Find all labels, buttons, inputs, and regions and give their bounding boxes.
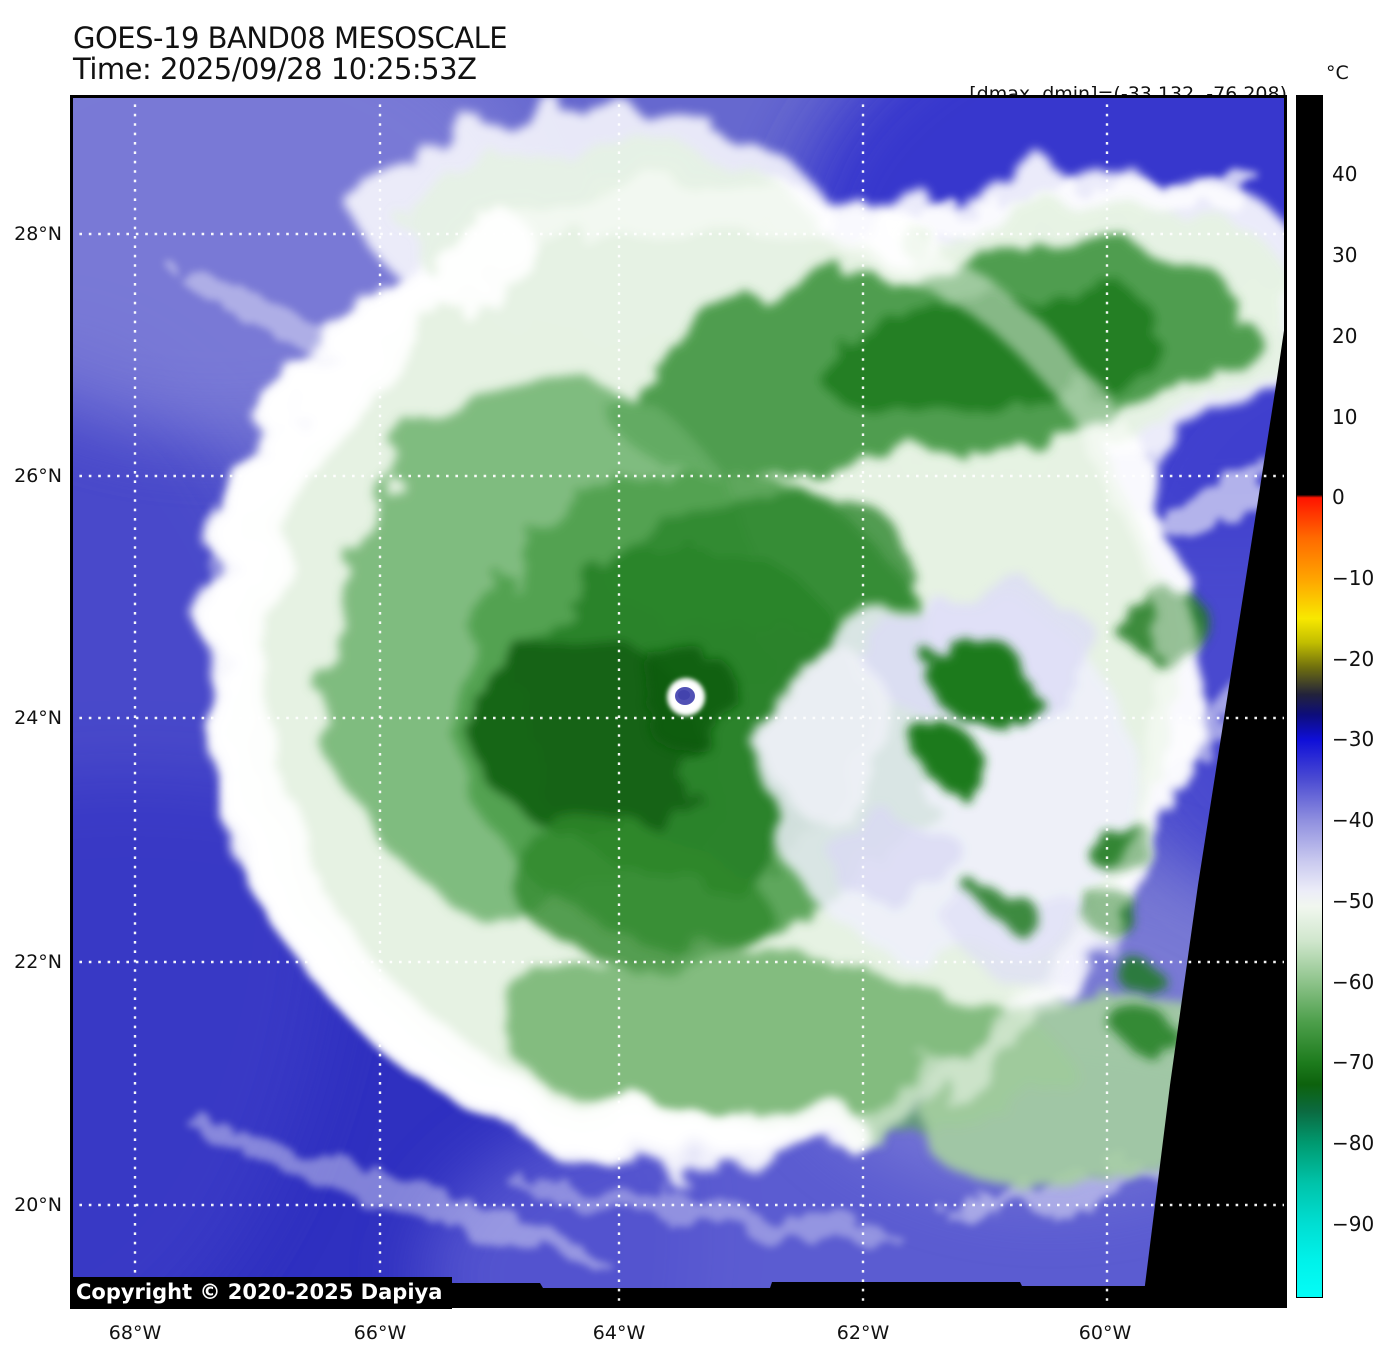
colorbar-tick: −20 [1332,647,1375,671]
colorbar-tick: 0 [1332,485,1345,509]
lon-label: 68°W [108,1322,162,1344]
copyright-watermark: Copyright © 2020-2025 Dapiya [70,1277,453,1309]
colorbar-tick: −40 [1332,808,1375,832]
timestamp: Time: 2025/09/28 10:25:53Z [73,52,477,86]
hurricane-eye [638,649,742,753]
colorbar-tick: −80 [1332,1131,1375,1155]
lon-label: 66°W [353,1322,407,1344]
map-border [70,95,1287,1308]
colorbar-tick: 20 [1332,324,1358,348]
temperature-colorbar [1296,95,1323,1298]
lon-label: 64°W [592,1322,646,1344]
lat-label: 22°N [14,951,62,973]
lon-label: 60°W [1078,1322,1132,1344]
lat-label: 28°N [14,223,62,245]
colorbar-tick: 10 [1332,405,1358,429]
colorbar-tick: −10 [1332,566,1375,590]
colorbar-tick: −70 [1332,1050,1375,1074]
colorbar-tick: 30 [1332,243,1358,267]
page-title: GOES-19 BAND08 MESOSCALE [73,21,508,55]
satellite-imagery [70,95,1287,1308]
lon-label: 62°W [836,1322,890,1344]
colorbar-tick: −50 [1332,889,1375,913]
lat-label: 26°N [14,465,62,487]
lat-label: 20°N [14,1194,62,1216]
colorbar-tick: −30 [1332,727,1375,751]
imagery-layers [70,95,1287,1308]
map-panel [70,95,1287,1308]
colorbar-unit-label: °C [1326,62,1349,84]
colorbar-tick: 40 [1332,162,1358,186]
offscan-wedge [1142,310,1287,1308]
lat-label: 24°N [14,707,62,729]
shield-fringe [212,185,1192,1172]
colorbar-tick: −60 [1332,970,1375,994]
colorbar-tick: −90 [1332,1212,1375,1236]
